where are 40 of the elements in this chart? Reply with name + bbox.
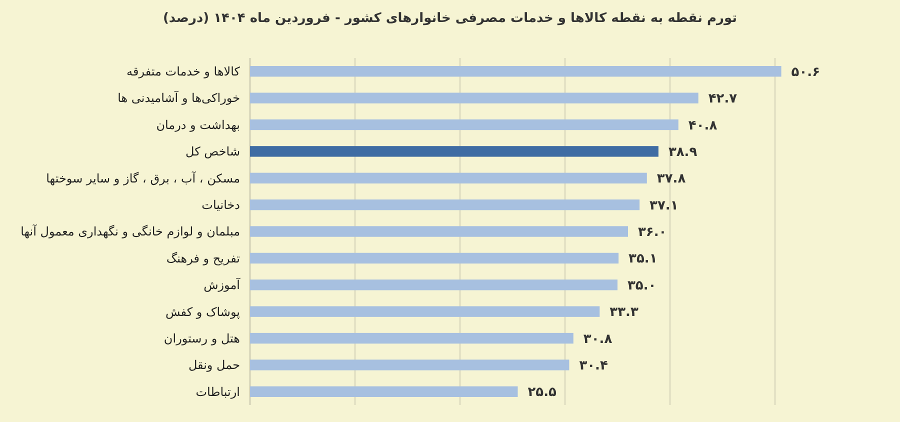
y-tick-label: مبلمان و لوازم خانگی و نگهداری معمول آنها (20, 224, 240, 239)
data-label: ۳۶.۰ (638, 225, 667, 240)
data-label: ۳۷.۸ (656, 172, 686, 187)
bar (250, 226, 628, 237)
y-tick-label: ارتباطات (196, 384, 240, 399)
data-label: ۳۸.۹ (668, 144, 698, 160)
data-label: ۳۵.۰ (628, 278, 656, 294)
bar (250, 306, 600, 317)
data-label: ۳۷.۱ (650, 198, 678, 214)
data-label: ۴۰.۸ (688, 118, 718, 134)
data-label: ۴۲.۷ (708, 92, 738, 107)
bar (250, 66, 782, 77)
y-tick-label: بهداشت و درمان (156, 118, 240, 132)
y-tick-label: دخانیات (202, 198, 240, 212)
data-label: ۳۰.۴ (579, 358, 608, 374)
bar (250, 92, 698, 104)
bar (250, 146, 658, 157)
bar (250, 252, 619, 264)
data-label: ۲۵.۵ (528, 385, 557, 400)
y-tick-label: شاخص کل (186, 144, 240, 159)
data-label: ۵۰.۶ (791, 64, 820, 80)
bar (250, 386, 518, 397)
bar (250, 280, 618, 290)
bar (250, 172, 647, 184)
y-tick-label: هتل و رستوران (164, 331, 240, 346)
data-label: ۳۳.۳ (610, 305, 638, 320)
data-label: ۳۰.۸ (583, 332, 612, 347)
bar (250, 119, 678, 130)
y-tick-label: مسکن ، آب ، برق ، گاز و سایر سوختها (46, 170, 240, 186)
y-tick-label: کالاها و خدمات متفرقه (126, 64, 240, 79)
bar (250, 360, 570, 370)
y-tick-label: پوشاک و کفش (166, 304, 240, 319)
y-tick-label: تفریح و فرهنگ (166, 251, 240, 266)
chart-title: تورم نقطه به نقطه کالاها و خدمات مصرفی خانوارهای کشور - فروردین ماه ۱۴۰۴ (درصد) (162, 11, 738, 26)
y-tick-label: حمل ونقل (188, 358, 240, 372)
bar (250, 199, 640, 210)
y-tick-label: خوراکی‌ها و آشامیدنی ها (118, 90, 240, 106)
data-label: ۳۵.۱ (628, 252, 658, 267)
bar (250, 332, 574, 344)
y-tick-label: آموزش (204, 277, 241, 292)
